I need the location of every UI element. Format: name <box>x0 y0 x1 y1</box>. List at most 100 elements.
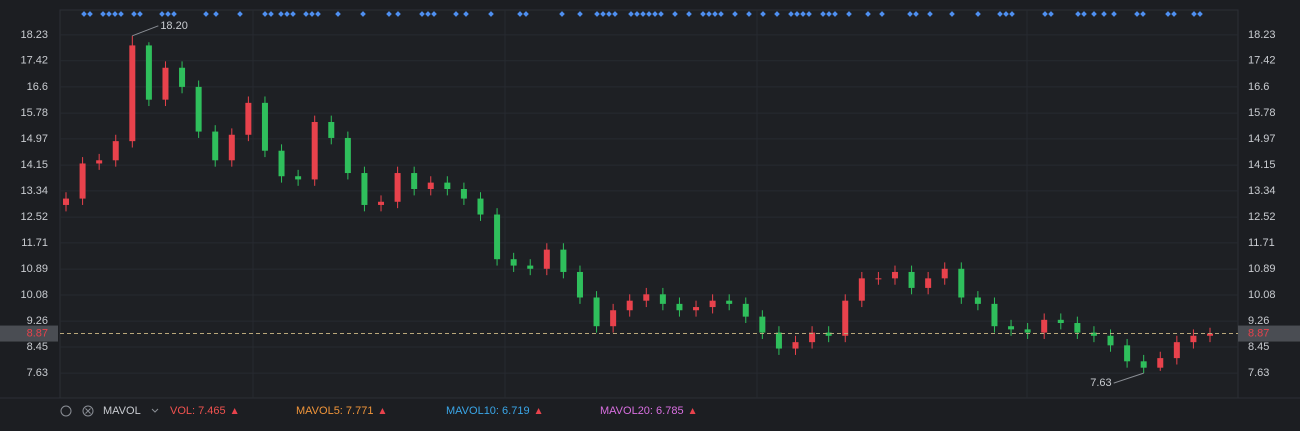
candle-body <box>96 160 103 164</box>
marker <box>606 11 612 17</box>
candle-body <box>576 271 583 298</box>
close-icon-x <box>85 408 91 414</box>
max-leader <box>132 25 159 37</box>
candle-body <box>610 310 617 327</box>
marker <box>1191 11 1197 17</box>
candle-body <box>1190 335 1197 343</box>
marker <box>997 11 1003 17</box>
candle-body <box>63 198 69 205</box>
marker <box>1140 11 1146 17</box>
candle-body <box>593 297 600 327</box>
marker <box>640 11 646 17</box>
current-price-label: 8.87 <box>27 327 48 339</box>
current-price-box-right <box>1238 325 1300 342</box>
candle-body <box>394 173 401 202</box>
indicator-arrow <box>689 408 696 414</box>
candle-body <box>361 173 368 205</box>
marker <box>658 11 664 17</box>
marker <box>634 11 640 17</box>
marker <box>594 11 600 17</box>
marker <box>760 11 766 17</box>
candle-body <box>444 182 451 190</box>
candle-body <box>427 182 434 190</box>
settings-icon[interactable] <box>60 405 72 417</box>
candle-body <box>709 300 716 308</box>
indicator-value: MAVOL10: 6.719 <box>446 405 530 417</box>
y-tick-label: 8.45 <box>27 341 48 353</box>
marker <box>628 11 634 17</box>
marker <box>612 11 618 17</box>
marker <box>865 11 871 17</box>
candle-body <box>460 189 467 199</box>
candle-body <box>129 45 136 142</box>
candle-body <box>378 201 385 205</box>
marker <box>718 11 724 17</box>
candle-body <box>477 198 484 215</box>
marker <box>832 11 838 17</box>
candle-body <box>560 249 567 272</box>
indicator-arrow <box>379 408 386 414</box>
min-leader <box>1113 372 1144 384</box>
marker <box>927 11 933 17</box>
candle-body <box>676 303 683 311</box>
indicator-value: VOL: 7.465 <box>170 405 226 417</box>
marker <box>913 11 919 17</box>
current-price-label-right: 8.87 <box>1248 327 1269 339</box>
marker <box>1081 11 1087 17</box>
y-tick-label-right: 10.89 <box>1248 263 1276 275</box>
indicator-bar: MAVOL <box>60 405 159 417</box>
candle-body <box>626 300 633 311</box>
y-tick-label-right: 15.78 <box>1248 107 1276 119</box>
candle-body <box>328 121 335 138</box>
y-tick-label: 18.23 <box>20 29 48 41</box>
candle-body <box>991 303 998 327</box>
y-tick-label-right: 14.15 <box>1248 159 1276 171</box>
y-tick-label: 10.08 <box>20 289 48 301</box>
y-tick-label-right: 16.6 <box>1248 81 1269 93</box>
candle-body <box>311 121 318 180</box>
marker <box>1111 11 1117 17</box>
y-tick-label-right: 10.08 <box>1248 289 1276 301</box>
candle-body <box>925 278 932 288</box>
candle-body <box>726 300 733 304</box>
marker <box>706 11 712 17</box>
dropdown-icon[interactable] <box>151 408 159 413</box>
indicator-arrow <box>231 408 238 414</box>
marker <box>672 11 678 17</box>
indicator-name[interactable]: MAVOL <box>103 405 141 417</box>
indicator-arrow <box>535 408 542 414</box>
marker <box>1048 11 1054 17</box>
marker <box>1101 11 1107 17</box>
marker <box>820 11 826 17</box>
candle-body <box>278 150 285 177</box>
candle-body <box>875 278 882 280</box>
y-tick-label: 7.63 <box>27 367 48 379</box>
marker <box>1134 11 1140 17</box>
candle-body <box>1090 332 1097 336</box>
marker <box>577 11 583 17</box>
marker <box>826 11 832 17</box>
marker <box>712 11 718 17</box>
candle-body <box>245 102 252 135</box>
marker <box>1003 11 1009 17</box>
candle-body <box>891 271 898 279</box>
y-tick-label-right: 8.45 <box>1248 341 1269 353</box>
candle-body <box>1207 333 1213 336</box>
candle-body <box>212 131 219 161</box>
candle-body <box>1074 323 1081 333</box>
marker <box>879 11 885 17</box>
candle-body <box>958 268 965 298</box>
marker <box>794 11 800 17</box>
y-tick-label: 10.89 <box>20 263 48 275</box>
indicator-value: MAVOL5: 7.771 <box>296 405 373 417</box>
candle-body <box>1124 345 1131 362</box>
candle-body <box>228 134 235 161</box>
candle-body <box>1140 361 1147 368</box>
marker <box>1091 11 1097 17</box>
candle-body <box>1107 335 1114 346</box>
marker <box>846 11 852 17</box>
close-icon[interactable] <box>82 405 94 417</box>
marker <box>652 11 658 17</box>
